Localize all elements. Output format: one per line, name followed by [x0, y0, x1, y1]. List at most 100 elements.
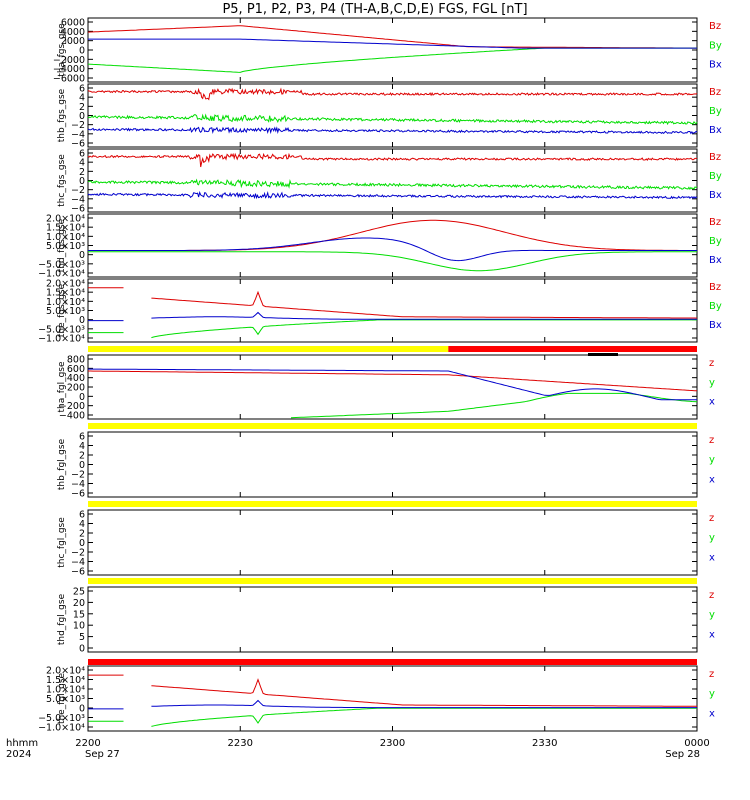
- y-tick-label: −400: [59, 411, 85, 422]
- legend-entry: By: [709, 171, 722, 182]
- trace-bx: [88, 237, 697, 262]
- y-tick-label: −4: [71, 479, 85, 490]
- legend-entry: z: [709, 513, 714, 524]
- trace-by: [87, 178, 698, 191]
- panel-frame: [87, 17, 698, 83]
- y-tick-label: 0: [79, 392, 85, 403]
- y-tick-label: −2: [71, 185, 85, 196]
- y-tick-label: −2000: [53, 55, 85, 66]
- y-tick-label: −2: [71, 470, 85, 481]
- y-tick-label: 0: [79, 176, 85, 187]
- y-tick-label: 15: [73, 609, 85, 620]
- trace-by: [87, 113, 698, 126]
- y-tick-label: 0: [79, 46, 85, 57]
- mode-bar-segment: [88, 659, 697, 665]
- y-tick-label: 2.0×10⁴: [46, 279, 85, 290]
- panel-frame: [87, 213, 698, 278]
- y-tick-label: −4000: [53, 64, 85, 75]
- y-tick-label: −5.0×10³: [38, 259, 85, 270]
- legend-entry: y: [709, 455, 715, 466]
- y-tick-label: 4000: [61, 27, 85, 38]
- legend-entry: y: [709, 377, 715, 388]
- legend-entry: By: [709, 106, 722, 117]
- legend-entry: Bx: [709, 60, 722, 71]
- y-tick-label: 2: [79, 167, 85, 178]
- y-tick-label: −6: [71, 489, 85, 500]
- y-tick-label: −2: [71, 120, 85, 131]
- y-tick-label: −1.0×10⁴: [38, 723, 85, 734]
- legend-entry: z: [709, 435, 714, 446]
- trace-bx: [88, 38, 697, 49]
- y-tick-label: 6: [79, 432, 85, 443]
- y-tick-label: 800: [67, 355, 85, 366]
- legend-entry: Bx: [709, 255, 722, 266]
- x-date-label: Sep 28: [665, 749, 700, 760]
- legend-entry: x: [709, 552, 715, 563]
- y-axis-label: the_fgs_gse: [57, 283, 67, 337]
- trace-bz: [87, 152, 697, 168]
- y-tick-label: 5: [79, 632, 85, 643]
- legend-entry: Bz: [709, 282, 721, 293]
- y-tick-label: 6: [79, 149, 85, 160]
- panel-frame: [87, 509, 698, 576]
- legend-entry: Bz: [709, 217, 721, 228]
- x-tick-label: 2300: [380, 738, 405, 749]
- y-tick-label: −6000: [53, 74, 85, 85]
- panel-frame: [87, 148, 698, 213]
- trace-x: [88, 368, 697, 401]
- legend-entry: y: [709, 533, 715, 544]
- y-tick-label: −6: [71, 567, 85, 578]
- y-tick-label: 2000: [61, 36, 85, 47]
- y-tick-label: 25: [73, 587, 85, 598]
- legend-entry: x: [709, 474, 715, 485]
- panel-frame: [87, 586, 698, 653]
- legend-entry: z: [709, 669, 714, 680]
- legend-entry: x: [709, 397, 715, 408]
- x-axis-label: hhmm: [6, 738, 38, 749]
- x-date-label: Sep 27: [85, 749, 120, 760]
- y-tick-label: 2: [79, 451, 85, 462]
- y-axis-label: the_fgl_gse: [57, 672, 67, 724]
- trace-bx: [87, 190, 698, 200]
- figure-title: P5, P1, P2, P3, P4 (TH-A,B,C,D,E) FGS, F…: [222, 2, 528, 17]
- y-tick-label: −1.0×10⁴: [38, 334, 85, 345]
- y-tick-label: 1.5×10⁴: [46, 288, 85, 299]
- trace-by: [151, 319, 697, 339]
- y-tick-label: 2.0×10⁴: [46, 666, 85, 677]
- legend-entry: z: [709, 590, 714, 601]
- y-tick-label: 6: [79, 510, 85, 521]
- legend-entry: z: [709, 358, 714, 369]
- legend-entry: Bz: [709, 87, 721, 98]
- y-tick-label: 6000: [61, 18, 85, 29]
- panel-frame: [87, 665, 698, 732]
- y-axis-label: thb_fgs_gse: [57, 88, 67, 142]
- mode-bar-segment: [448, 346, 697, 352]
- y-tick-label: 200: [67, 383, 85, 394]
- legend-entry: Bx: [709, 125, 722, 136]
- y-tick-label: 0: [79, 538, 85, 549]
- y-tick-label: 1.5×10⁴: [46, 223, 85, 234]
- legend-entry: Bx: [709, 320, 722, 331]
- trace-by: [151, 707, 697, 727]
- y-tick-label: −2: [71, 548, 85, 559]
- y-axis-label: thc_fgl_gse: [57, 517, 67, 568]
- y-tick-label: −5.0×10³: [38, 324, 85, 335]
- mode-bar-segment: [88, 423, 697, 429]
- panel-frame: [87, 431, 698, 498]
- legend-entry: x: [709, 708, 715, 719]
- trace-bz: [87, 87, 698, 101]
- y-tick-label: 0: [79, 111, 85, 122]
- mode-bar-marker: [588, 353, 618, 356]
- x-axis-year: 2024: [6, 749, 31, 760]
- y-axis-label: tha_fgs_gse: [57, 23, 67, 77]
- y-tick-label: −4: [71, 194, 85, 205]
- y-tick-label: 2: [79, 529, 85, 540]
- y-tick-label: 4: [79, 158, 85, 169]
- y-tick-label: 400: [67, 373, 85, 384]
- y-tick-label: 1.0×10⁴: [46, 232, 85, 243]
- legend-entry: By: [709, 40, 722, 51]
- y-tick-label: 4: [79, 441, 85, 452]
- legend-entry: y: [709, 610, 715, 621]
- y-tick-label: 1.0×10⁴: [46, 297, 85, 308]
- y-tick-label: 4: [79, 93, 85, 104]
